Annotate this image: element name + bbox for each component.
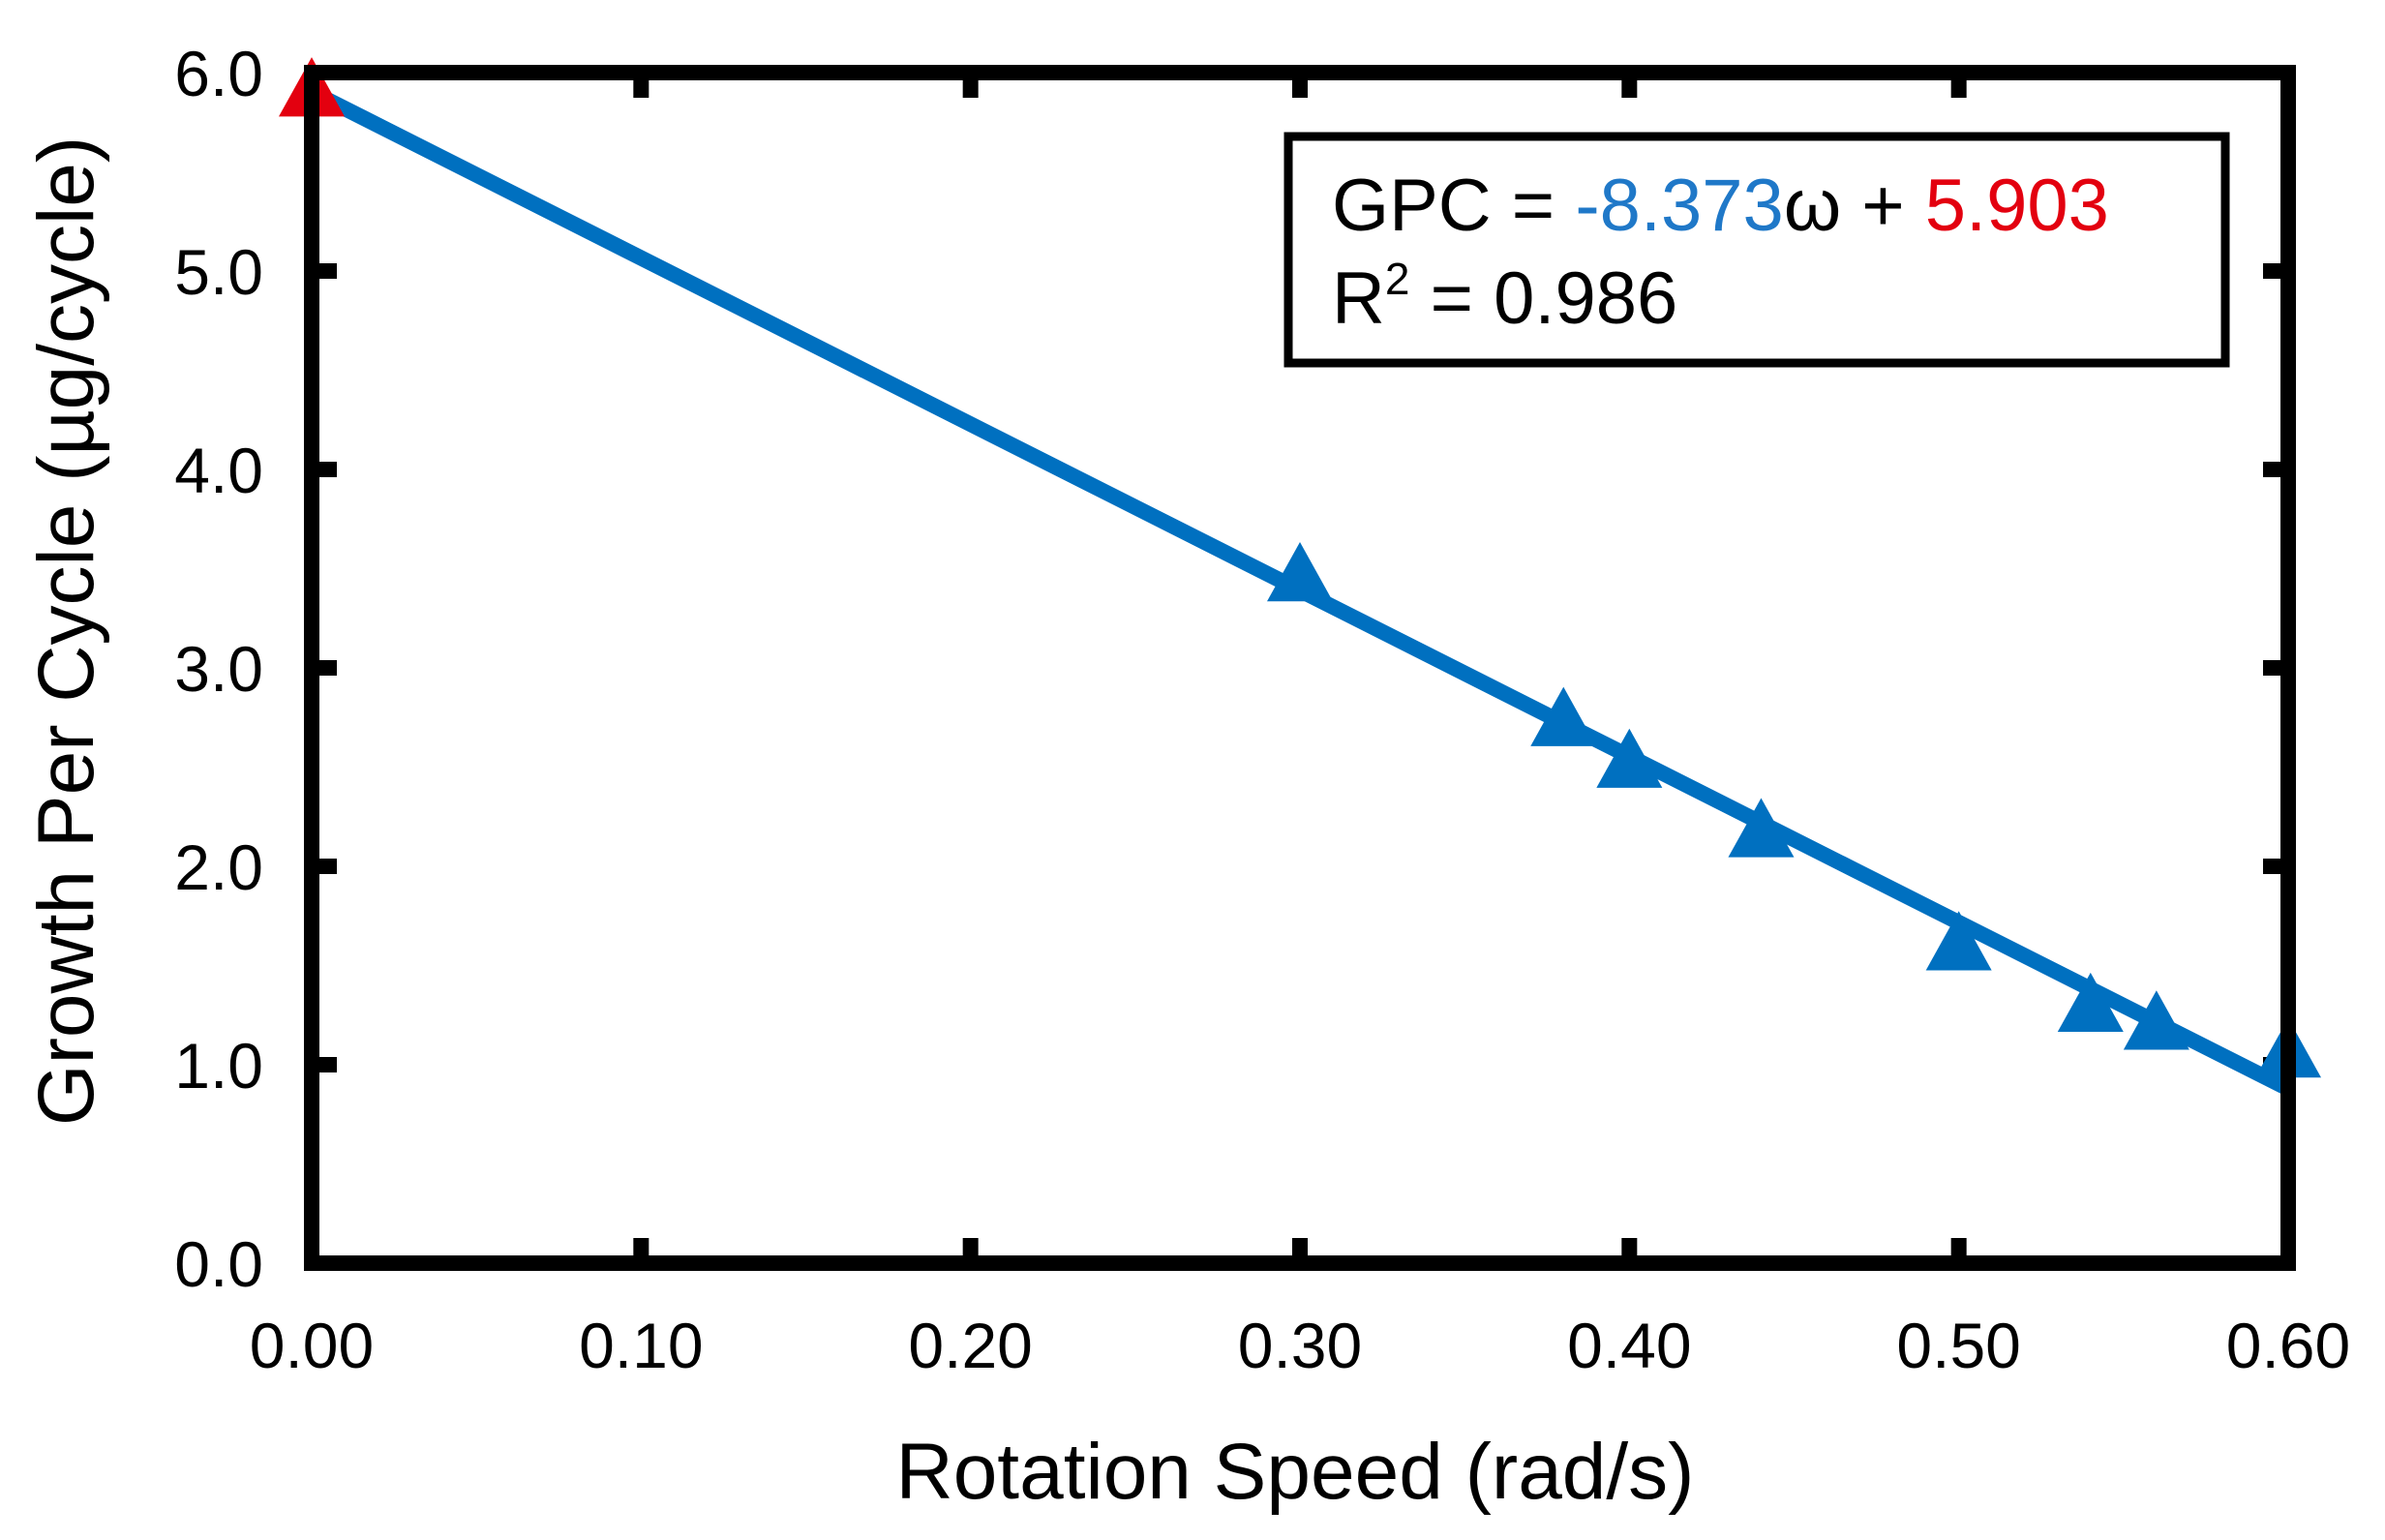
x-tick-label: 0.20 [908, 1310, 1032, 1381]
y-tick-label: 1.0 [174, 1030, 263, 1102]
y-axis-title: Growth Per Cycle (µg/cycle) [22, 136, 110, 1126]
y-tick-label: 4.0 [174, 435, 263, 506]
data-point [1530, 686, 1597, 746]
legend-frame [1283, 132, 2230, 368]
data-point [2123, 990, 2189, 1050]
data-point [1596, 728, 1663, 788]
y-tick-label: 5.0 [174, 236, 263, 308]
plot-frame [304, 65, 2296, 1271]
legend-r-squared: R2 = 0.986 [1332, 254, 1677, 340]
equation-prefix: GPC = [1332, 165, 1575, 247]
legend-equation: GPC = -8.373ω + 5.903 [1332, 165, 2109, 247]
x-axis-title: Rotation Speed (rad/s) [895, 1428, 1694, 1516]
x-tick-label: 0.40 [1567, 1310, 1691, 1381]
data-point [1925, 911, 1992, 971]
equation-intercept: 5.903 [1925, 165, 2109, 247]
x-tick-label: 0.60 [2226, 1310, 2350, 1381]
legend-box: GPC = -8.373ω + 5.903 R2 = 0.986 [1283, 132, 2230, 368]
r2-base: R [1332, 257, 1385, 340]
x-tick-label: 0.30 [1238, 1310, 1362, 1381]
data-point [1728, 798, 1795, 858]
y-tick-label: 2.0 [174, 831, 263, 903]
y-tick-label: 0.0 [174, 1228, 263, 1300]
data-point [2057, 972, 2124, 1033]
equation-middle: ω + [1784, 165, 1925, 247]
tick-labels: 0.00 0.10 0.20 0.30 0.40 0.50 0.60 0.0 1.0 2.0 3.0… [174, 38, 2350, 1381]
r2-superscript: 2 [1385, 254, 1410, 304]
equation-slope: -8.373 [1575, 165, 1784, 247]
y-tick-label: 6.0 [174, 38, 263, 109]
y-tick-label: 3.0 [174, 633, 263, 705]
x-tick-label: 0.10 [579, 1310, 703, 1381]
x-tick-label: 0.00 [250, 1310, 374, 1381]
data-point [1267, 542, 1333, 602]
r2-value: = 0.986 [1409, 257, 1677, 340]
x-tick-label: 0.50 [1896, 1310, 2020, 1381]
